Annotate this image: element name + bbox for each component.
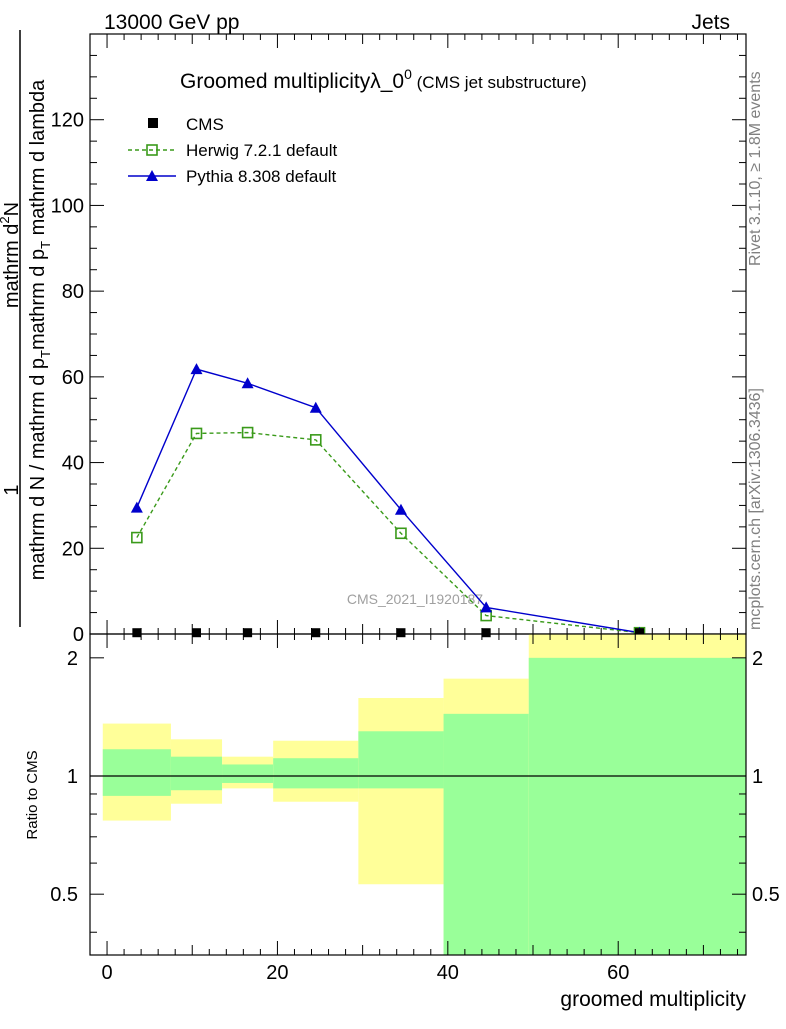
herwig-line	[136, 431, 640, 634]
ratio-band-inner-2	[222, 764, 274, 783]
ratio-xtick-label: 20	[266, 962, 288, 984]
ratio-plot-frame	[89, 633, 747, 956]
pythia-point	[130, 501, 143, 513]
main-ytick-label: 120	[51, 110, 84, 132]
legend: CMS Herwig 7.2.1 default Pythia 8.308 de…	[128, 115, 337, 186]
herwig-point	[131, 531, 143, 544]
ratio-bands	[90, 634, 746, 955]
main-ytick-label: 20	[62, 538, 84, 560]
legend-label-herwig: Herwig 7.2.1 default	[186, 141, 337, 160]
main-ytick-label: 0	[73, 624, 84, 646]
ratio-xtick-label: 40	[437, 962, 459, 984]
ratio-band-inner-4	[358, 731, 444, 789]
cms-point	[396, 628, 406, 638]
ratio-ytick-label-right: 0.5	[752, 884, 780, 906]
cms-point	[191, 628, 201, 638]
ratio-ytick-label-left: 1	[67, 766, 78, 788]
herwig-point	[395, 527, 407, 540]
main-ytick-label: 80	[62, 281, 84, 303]
ratio-band-inner-6	[528, 657, 746, 955]
main-ylabel-top: mathrm d2N	[0, 202, 23, 308]
main-ytick-label: 60	[62, 367, 84, 389]
main-y-ticks: 0 20 40 60 80 100 120	[51, 33, 746, 646]
main-ylabel-denominator: mathrm d N / mathrm d pTmathrm d pT math…	[27, 79, 53, 580]
main-ytick-label: 100	[51, 195, 84, 217]
legend-marker-pythia	[146, 170, 158, 181]
main-series	[130, 363, 646, 639]
pythia-point	[480, 601, 493, 613]
ratio-ytick-label-right: 2	[752, 648, 763, 670]
ratio-y-ticks: 0.5 0.5 1 1 2 2	[50, 648, 780, 933]
watermark: CMS_2021_I1920187	[347, 591, 483, 607]
ratio-band-inner-1	[170, 756, 223, 791]
main-ylabel-numerator: 1	[1, 484, 23, 495]
legend-marker-cms	[148, 118, 158, 128]
ratio-xtick-label: 60	[607, 962, 629, 984]
legend-label-pythia: Pythia 8.308 default	[186, 167, 337, 186]
ratio-ylabel: Ratio to CMS	[24, 750, 41, 839]
energy-label: 13000 GeV pp	[104, 11, 239, 34]
herwig-point	[309, 434, 322, 446]
pythia-point	[309, 401, 322, 413]
ratio-xtick-label: 0	[101, 962, 112, 984]
cms-point	[243, 628, 253, 638]
herwig-point	[190, 427, 203, 440]
ratio-ytick-label-left: 0.5	[50, 884, 78, 906]
ratio-x-ticks: 0 20 40 60	[101, 634, 738, 984]
pythia-point	[241, 377, 254, 389]
ratio-band-inner-0	[102, 749, 171, 796]
legend-label-cms: CMS	[186, 115, 224, 134]
ratio-band-inner-5	[443, 713, 529, 955]
main-ylabel: 1 mathrm d2N mathrm d N / mathrm d pTmat…	[0, 30, 53, 627]
cms-point	[132, 628, 142, 638]
ratio-xlabel: groomed multiplicity	[560, 988, 746, 1011]
ratio-band-inner-3	[273, 758, 359, 789]
cms-point	[635, 628, 645, 638]
process-label: Jets	[691, 11, 730, 34]
cms-point	[481, 628, 491, 638]
pythia-point	[394, 503, 407, 515]
main-title: Groomed multiplicityλ_00 (CMS jet substr…	[180, 66, 587, 93]
herwig-point	[241, 426, 254, 439]
ratio-ytick-label-right: 1	[752, 766, 763, 788]
main-ytick-label: 40	[62, 453, 84, 475]
mcplots-label: mcplots.cern.ch [arXiv:1306.3436]	[747, 388, 764, 630]
legend-marker-herwig	[146, 144, 158, 156]
ratio-band-outer-4	[358, 698, 444, 885]
ratio-ytick-label-left: 2	[67, 648, 78, 670]
rivet-label: Rivet 3.1.10, ≥ 1.8M events	[747, 71, 764, 266]
cms-point	[311, 628, 321, 638]
ratio-frame-rect	[89, 633, 747, 956]
pythia-point	[190, 363, 203, 375]
